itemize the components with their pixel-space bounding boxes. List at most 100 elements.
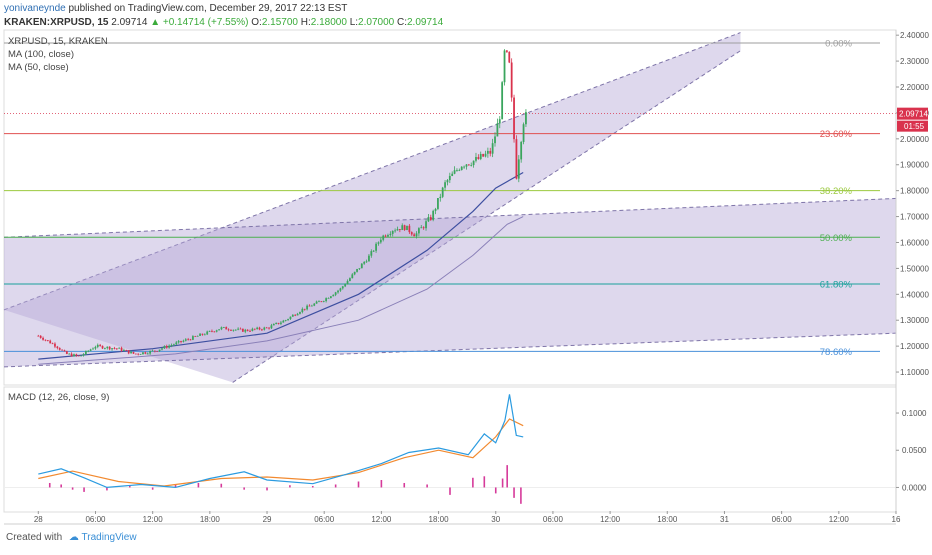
symbol-line: KRAKEN:XRPUSD, 15 2.09714 ▲ +0.14714 (+7… xyxy=(4,17,443,28)
candle-body xyxy=(377,242,380,244)
time-tick-label-11: 18:00 xyxy=(657,515,678,524)
candle-body xyxy=(406,225,408,231)
candle-body xyxy=(498,119,501,124)
price-tick-label-9: 1.50000 xyxy=(900,264,929,273)
time-tick-label-4: 29 xyxy=(263,515,272,524)
candle-body xyxy=(453,170,456,174)
candle-body xyxy=(237,328,240,330)
time-tick-label-13: 06:00 xyxy=(772,515,793,524)
candle-body xyxy=(299,312,301,314)
candle-body xyxy=(437,198,439,209)
main-legend-ma100[interactable]: MA (100, close) xyxy=(8,49,74,60)
candle-body xyxy=(398,229,401,231)
high-label: H: xyxy=(300,17,311,28)
candle-body xyxy=(125,350,128,351)
last-price-badge-text: 2.09714 xyxy=(899,110,928,119)
candle-body xyxy=(199,333,201,336)
candle-body xyxy=(306,305,308,310)
candle-body xyxy=(396,229,399,231)
candle-body xyxy=(275,322,278,324)
candle-body xyxy=(104,348,106,349)
candle-body xyxy=(337,290,339,293)
macd-histogram-bar xyxy=(483,476,486,488)
candle-body xyxy=(415,233,418,237)
candle-body xyxy=(384,235,387,237)
candle-body xyxy=(517,159,520,179)
macd-histogram-bar xyxy=(426,484,428,488)
candle-body xyxy=(96,344,99,347)
candle-body xyxy=(389,233,392,235)
close-label: C: xyxy=(396,17,407,28)
candle-body xyxy=(246,329,249,331)
macd-histogram-bar xyxy=(220,483,223,488)
candle-body xyxy=(346,280,349,285)
candle-body xyxy=(261,329,263,331)
candle-body xyxy=(172,344,175,346)
candle-body xyxy=(263,327,266,330)
candle-body xyxy=(215,330,218,332)
candle-body xyxy=(280,322,282,324)
time-tick-label-1: 06:00 xyxy=(85,515,106,524)
macd-histogram-bar xyxy=(506,465,508,488)
macd-tick-label-0: 0.1000 xyxy=(902,409,927,418)
macd-histogram-bar xyxy=(266,487,268,491)
candle-body xyxy=(46,340,49,341)
candle-body xyxy=(282,320,285,323)
candle-body xyxy=(467,164,470,166)
candle-body xyxy=(89,349,92,351)
candle-body xyxy=(163,346,166,349)
candle-body xyxy=(303,308,306,310)
channel-lower-top xyxy=(3,197,897,238)
candle-body xyxy=(456,170,458,171)
channel-upper-top xyxy=(3,32,741,311)
time-tick-label-15: 16 xyxy=(892,515,901,524)
candle-body xyxy=(87,350,90,352)
author-link[interactable]: yonivaneynde xyxy=(4,3,66,14)
low-label: L: xyxy=(349,17,359,28)
macd-histogram-bar xyxy=(472,477,474,488)
candle-body xyxy=(322,301,325,302)
candle-body xyxy=(180,340,182,342)
candle-body xyxy=(73,354,75,357)
fib-label-4: 61.80% xyxy=(820,279,853,290)
last-price-badge xyxy=(897,107,928,120)
candle-body xyxy=(241,328,244,332)
price-tick-label-7: 1.70000 xyxy=(900,213,929,222)
candle-body xyxy=(222,327,225,328)
macd-histogram-bar xyxy=(311,485,314,488)
macd-histogram-bar xyxy=(151,487,154,490)
candle-body xyxy=(132,351,135,354)
candle-body xyxy=(470,165,473,166)
candle-body xyxy=(142,352,144,355)
candle-body xyxy=(101,345,104,349)
channel-lower-bottom xyxy=(3,332,897,368)
tradingview-logo[interactable]: ☁ TradingView xyxy=(68,532,137,543)
candle-body xyxy=(410,232,413,235)
candle-body xyxy=(51,343,54,345)
fib-label-2: 38.20% xyxy=(820,186,853,197)
candle-body xyxy=(334,292,337,295)
candle-body xyxy=(54,343,56,347)
candle-body xyxy=(165,346,168,348)
candle-body xyxy=(372,250,375,252)
candle-body xyxy=(494,136,496,144)
candle-body xyxy=(170,345,173,346)
candle-body xyxy=(341,286,344,289)
candle-body xyxy=(80,355,83,357)
candle-body xyxy=(382,235,385,240)
candle-body xyxy=(153,350,156,352)
main-legend-ma50[interactable]: MA (50, close) xyxy=(8,62,69,73)
candle-body xyxy=(301,308,304,313)
candle-body xyxy=(284,320,287,321)
candle-body xyxy=(268,327,270,329)
candle-body xyxy=(99,344,102,346)
fib-label-3: 50.00% xyxy=(820,233,853,244)
tradingview-brand: TradingView xyxy=(81,532,137,543)
candle-body xyxy=(277,322,280,324)
time-tick-label-5: 06:00 xyxy=(314,515,335,524)
fib-label-0: 0.00% xyxy=(825,38,852,49)
candle-body xyxy=(375,243,377,251)
macd-legend[interactable]: MACD (12, 26, close, 9) xyxy=(8,392,110,403)
candle-body xyxy=(351,274,354,279)
main-legend-symbol[interactable]: XRPUSD, 15, KRAKEN xyxy=(8,36,108,47)
